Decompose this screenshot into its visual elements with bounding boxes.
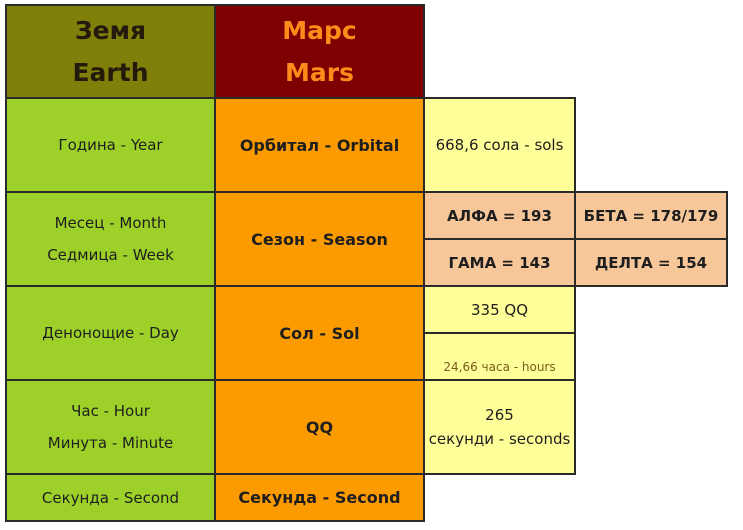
sol-hours-note: 24,66 часа - hours [443,360,556,374]
sol-value: 335 QQ [470,300,528,319]
season-beta: БЕТА = 178/179 [583,206,719,225]
mars-header-en: Mars [285,57,354,87]
mars-header: Марс Mars [214,4,425,99]
earth-hour-minute-cell: Час - Hour Минута - Minute [5,379,216,475]
earth-header-bg: Земя [74,15,147,45]
season-gamma-cell: ГАМА = 143 [423,238,576,287]
earth-year-cell: Година - Year [5,97,216,193]
earth-hour-label: Час - Hour [71,402,150,420]
earth-second-cell: Секунда - Second [5,473,216,522]
earth-minute-label: Минута - Minute [47,434,174,452]
mars-season-label: Сезон - Season [251,229,388,249]
mars-season-cell: Сезон - Season [214,191,425,287]
earth-year-label: Година - Year [58,136,163,154]
earth-day-cell: Денонощие - Day [5,285,216,381]
mars-orbital-cell: Орбитал - Orbital [214,97,425,193]
orbital-value: 668,6 сола - sols [435,136,564,154]
mars-orbital-label: Орбитал - Orbital [239,135,400,155]
sol-value-cell: 335 QQ [423,285,576,334]
season-alpha: АЛФА = 193 [447,206,552,225]
earth-month-label: Месец - Month [54,214,167,232]
mars-header-bg: Марс [282,15,357,45]
earth-second-label: Секунда - Second [41,488,180,507]
season-beta-cell: БЕТА = 178/179 [574,191,728,240]
mars-qq-label: QQ [305,417,334,437]
qq-value-number: 265 [485,406,514,424]
mars-sol-label: Сол - Sol [279,323,360,343]
qq-value-cell: 265 секунди - seconds [423,379,576,475]
mars-second-label: Секунда - Second [238,488,401,507]
earth-month-week-cell: Месец - Month Седмица - Week [5,191,216,287]
earth-day-label: Денонощие - Day [42,324,179,342]
season-gamma: ГАМА = 143 [448,253,551,272]
earth-header: Земя Earth [5,4,216,99]
mars-sol-cell: Сол - Sol [214,285,425,381]
mars-qq-cell: QQ [214,379,425,475]
season-delta-cell: ДЕЛТА = 154 [574,238,728,287]
earth-header-en: Earth [72,57,149,87]
mars-second-cell: Секунда - Second [214,473,425,522]
season-alpha-cell: АЛФА = 193 [423,191,576,240]
qq-value-unit: секунди - seconds [428,430,571,448]
season-delta: ДЕЛТА = 154 [594,253,708,272]
sol-hours-cell: 24,66 часа - hours [423,332,576,381]
orbital-value-cell: 668,6 сола - sols [423,97,576,193]
earth-week-label: Седмица - Week [47,246,174,264]
